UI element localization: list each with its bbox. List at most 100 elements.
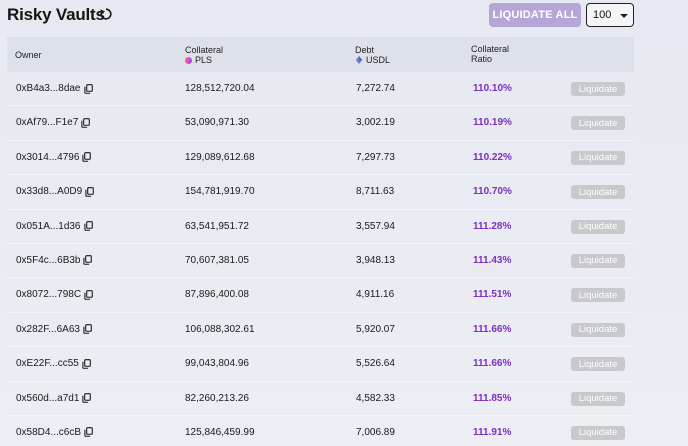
owner-address: 0x5F4c...6B3b	[16, 254, 81, 266]
debt-cell: 7,272.74	[356, 83, 395, 94]
debt-cell: 5,526.64	[356, 358, 395, 370]
liquidate-button[interactable]: Liquidate	[571, 150, 625, 165]
column-collateral-label: Collateral	[185, 45, 224, 55]
debt-cell: 8,711.63	[356, 186, 395, 198]
ratio-cell: 110.22%	[473, 151, 512, 163]
liquidate-button[interactable]: Liquidate	[571, 82, 625, 96]
liquidate-button[interactable]: Liquidate	[571, 391, 625, 406]
table-row: 0xAf79...F1e7 53,090,971.30 3,002.19 110.19…	[7, 106, 634, 141]
owner-cell: 0xB4a3...8dae	[16, 83, 93, 94]
debt-cell: 7,006.89	[356, 426, 395, 438]
ratio-cell: 111.51%	[473, 289, 512, 301]
collateral-cell: 87,896,400.08	[185, 289, 249, 301]
owner-cell: 0x3014...4796	[16, 151, 92, 163]
owner-cell: 0x5F4c...6B3b	[16, 254, 93, 266]
table-row: 0xB4a3...8dae 128,512,720.04 7,272.74 110.1…	[7, 72, 634, 107]
owner-cell: 0x560d...a7d1	[16, 392, 92, 404]
copy-icon[interactable]	[84, 289, 93, 300]
ratio-cell: 111.91%	[473, 426, 512, 438]
owner-address: 0x560d...a7d1	[16, 392, 80, 404]
debt-cell: 5,920.07	[356, 323, 395, 335]
table-row: 0x560d...a7d1 82,260,213.26 4,582.33 111.85…	[7, 382, 634, 416]
copy-icon[interactable]	[82, 393, 92, 403]
debt-cell: 3,557.94	[356, 220, 395, 232]
pls-token-icon	[185, 56, 192, 64]
liquidate-button[interactable]: Liquidate	[571, 253, 625, 268]
collateral-cell: 128,512,720.04	[185, 83, 255, 94]
refresh-icon[interactable]	[99, 7, 113, 21]
usdl-token-icon	[355, 56, 363, 64]
owner-address: 0xE22F...cc55	[16, 358, 79, 370]
debt-cell: 3,948.13	[356, 254, 395, 266]
owner-cell: 0x051A...1d36	[16, 221, 93, 232]
ratio-cell: 111.43%	[473, 254, 512, 266]
column-owner: Owner	[15, 50, 42, 60]
ratio-cell: 111.66%	[473, 323, 512, 335]
table-row: 0x051A...1d36 63,541,951.72 3,557.94 111.28…	[7, 210, 634, 244]
table-row: 0x8072...798C 87,896,400.08 4,911.16 111.51…	[7, 278, 634, 313]
collateral-cell: 63,541,951.72	[185, 220, 249, 232]
table-row: 0x282F...6A63 106,088,302.61 5,920.07 111.6…	[7, 313, 634, 348]
liquidate-button[interactable]: Liquidate	[571, 185, 625, 200]
column-ratio-line1: Collateral	[471, 44, 510, 54]
liquidate-button[interactable]: Liquidate	[571, 219, 625, 234]
chevron-down-icon	[620, 14, 628, 18]
owner-cell: 0x8072...798C	[16, 289, 93, 300]
risky-vaults-table: Owner Collateral PLS Debt USDL Collatera…	[7, 37, 634, 446]
owner-cell: 0xE22F...cc55	[16, 358, 91, 369]
liquidate-all-button[interactable]: LIQUIDATE ALL	[489, 3, 581, 27]
collateral-cell: 106,088,302.61	[185, 323, 255, 335]
table-row: 0x3014...4796 129,089,612.68 7,297.73 110.2…	[7, 141, 634, 176]
owner-address: 0x8072...798C	[16, 289, 82, 301]
page-title: Risky Vaults	[7, 5, 105, 24]
copy-icon[interactable]	[82, 152, 92, 163]
page-header: Risky Vaults LIQUIDATE ALL 100	[0, 0, 688, 36]
copy-icon[interactable]	[82, 358, 91, 369]
collateral-cell: 53,090,971.30	[185, 117, 249, 129]
liquidate-button[interactable]: Liquidate	[571, 288, 625, 303]
column-collateral: Collateral PLS	[185, 45, 223, 65]
ratio-cell: 110.10%	[473, 83, 512, 94]
liquidate-button[interactable]: Liquidate	[571, 357, 625, 372]
collateral-cell: 125,846,459.99	[185, 426, 255, 438]
ratio-cell: 110.70%	[473, 186, 512, 198]
owner-cell: 0x282F...6A63	[16, 324, 92, 335]
liquidate-button[interactable]: Liquidate	[571, 116, 625, 131]
column-debt: Debt USDL	[355, 45, 390, 65]
collateral-cell: 70,607,381.05	[185, 254, 249, 266]
copy-icon[interactable]	[85, 186, 94, 197]
table-row: 0x5F4c...6B3b 70,607,381.05 3,948.13 111.43…	[7, 244, 634, 279]
copy-icon[interactable]	[81, 118, 91, 128]
collateral-token-label: PLS	[195, 55, 213, 65]
owner-cell: 0xAf79...F1e7	[16, 117, 91, 129]
owner-address: 0x3014...4796	[16, 151, 80, 163]
owner-address: 0x282F...6A63	[16, 323, 80, 335]
column-debt-label: Debt	[355, 45, 375, 55]
ratio-cell: 110.19%	[473, 117, 512, 129]
copy-icon[interactable]	[83, 83, 93, 94]
debt-token-label: USDL	[366, 55, 391, 65]
page-size-select[interactable]: 100	[586, 3, 634, 27]
owner-address: 0xB4a3...8dae	[16, 83, 81, 94]
collateral-cell: 99,043,804.96	[185, 358, 249, 370]
liquidate-button[interactable]: Liquidate	[571, 425, 625, 440]
liquidate-button[interactable]: Liquidate	[571, 322, 625, 337]
page-size-value: 100	[593, 9, 612, 21]
ratio-cell: 111.66%	[473, 358, 512, 370]
table-header: Owner Collateral PLS Debt USDL Collatera…	[7, 37, 634, 72]
debt-cell: 3,002.19	[356, 117, 395, 129]
column-ratio-line2: Ratio	[471, 54, 493, 64]
owner-address: 0x33d8...A0D9	[16, 186, 83, 198]
table-row: 0x58D4...c6cB 125,846,459.99 7,006.89 111.9…	[7, 416, 634, 446]
copy-icon[interactable]	[83, 255, 93, 266]
collateral-cell: 82,260,213.26	[185, 392, 249, 404]
owner-address: 0xAf79...F1e7	[16, 117, 79, 129]
copy-icon[interactable]	[83, 221, 93, 231]
ratio-cell: 111.85%	[473, 392, 512, 404]
owner-address: 0x051A...1d36	[16, 220, 81, 232]
copy-icon[interactable]	[83, 324, 92, 335]
copy-icon[interactable]	[84, 427, 93, 438]
owner-address: 0x58D4...c6cB	[16, 426, 82, 438]
column-collateral-ratio: Collateral Ratio	[471, 44, 509, 64]
owner-cell: 0x58D4...c6cB	[16, 427, 93, 438]
